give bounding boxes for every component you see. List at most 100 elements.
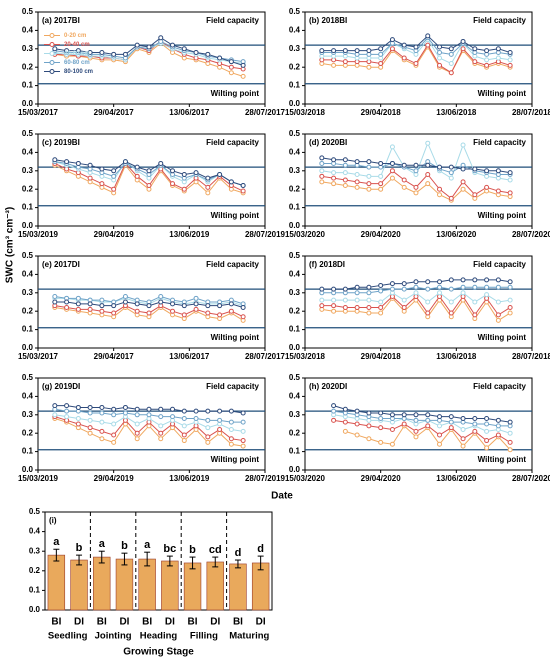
y-tick-label: 0.3 xyxy=(22,166,34,175)
data-point xyxy=(342,428,348,434)
y-tick-label: 0.1 xyxy=(289,203,301,212)
data-point xyxy=(170,168,176,174)
data-point xyxy=(472,299,478,305)
significance-letter: b xyxy=(189,544,196,556)
data-point xyxy=(99,49,105,55)
y-tick-label: 0.1 xyxy=(22,325,34,334)
data-point xyxy=(122,293,128,299)
x-tick-label: DI xyxy=(165,617,175,628)
x-axis-label: Growing Stage xyxy=(123,647,194,658)
y-tick-label: 0.3 xyxy=(289,44,301,53)
data-point xyxy=(437,441,443,447)
data-point xyxy=(437,49,443,55)
data-point xyxy=(205,51,211,57)
data-point xyxy=(495,168,501,174)
data-point xyxy=(354,408,360,414)
data-point xyxy=(484,445,490,451)
y-tick-label: 0.4 xyxy=(22,270,34,279)
reference-label: Wilting point xyxy=(478,89,527,98)
y-tick-label: 0.2 xyxy=(289,184,301,193)
data-point xyxy=(354,432,360,438)
data-point xyxy=(111,303,117,309)
series-line xyxy=(333,419,511,443)
significance-letter: d xyxy=(235,547,242,559)
data-point xyxy=(378,305,384,311)
data-point xyxy=(342,177,348,183)
reference-label: Field capacity xyxy=(206,16,259,25)
y-tick-label: 0.4 xyxy=(289,26,301,35)
data-point xyxy=(342,157,348,163)
y-tick-label: 0.4 xyxy=(22,392,34,401)
data-point xyxy=(448,419,454,425)
x-tick-label: 28/07/2020 xyxy=(512,230,550,239)
data-point xyxy=(205,434,211,440)
y-tick-label: 0.4 xyxy=(22,26,34,35)
data-point xyxy=(87,410,93,416)
data-point xyxy=(484,284,490,290)
legend-label: 20-40 cm xyxy=(64,42,90,48)
data-point xyxy=(52,403,58,409)
reference-label: Field capacity xyxy=(473,138,526,147)
data-point xyxy=(389,412,395,418)
data-point xyxy=(158,160,164,166)
x-tick-label: DI xyxy=(119,617,129,628)
plot-frame xyxy=(304,255,533,349)
data-point xyxy=(228,419,234,425)
reference-label: Wilting point xyxy=(211,333,260,342)
plot-frame xyxy=(304,377,533,471)
y-tick-label: 0.2 xyxy=(289,428,301,437)
data-point xyxy=(378,410,384,416)
data-point xyxy=(342,406,348,412)
data-point xyxy=(331,308,337,314)
data-point xyxy=(460,427,466,433)
x-tick-label: DI xyxy=(74,617,84,628)
y-tick-label: 0.5 xyxy=(22,373,34,382)
x-tick-label: BI xyxy=(233,617,243,628)
x-tick-label: 28/07/2018 xyxy=(512,108,550,117)
data-point xyxy=(99,436,105,442)
data-point xyxy=(158,406,164,412)
y-tick-label: 0.1 xyxy=(22,447,34,456)
data-point xyxy=(354,171,360,177)
y-tick-label: 0.5 xyxy=(22,251,34,260)
data-point xyxy=(401,286,407,292)
data-point xyxy=(460,436,466,442)
data-point xyxy=(87,404,93,410)
data-point xyxy=(378,173,384,179)
data-point xyxy=(401,297,407,303)
data-point xyxy=(181,415,187,421)
data-point xyxy=(99,166,105,172)
data-point xyxy=(134,301,140,307)
data-point xyxy=(170,42,176,48)
x-tick-label: BI xyxy=(97,617,107,628)
data-point xyxy=(217,417,223,423)
data-point xyxy=(425,42,431,48)
data-point xyxy=(319,48,325,54)
plot-frame xyxy=(44,511,273,611)
y-tick-label: 0.0 xyxy=(22,99,34,108)
x-tick-label: BI xyxy=(51,617,61,628)
data-point xyxy=(75,301,81,307)
data-point xyxy=(87,306,93,312)
data-point xyxy=(331,286,337,292)
panel-title: (h) 2020DI xyxy=(309,382,347,391)
data-point xyxy=(448,61,454,67)
data-point xyxy=(342,162,348,168)
data-point xyxy=(240,305,246,311)
data-point xyxy=(507,170,513,176)
y-tick-label: 0.1 xyxy=(22,81,34,90)
data-point xyxy=(134,173,140,179)
bar xyxy=(138,558,156,611)
data-point xyxy=(366,64,372,70)
data-point xyxy=(331,170,337,176)
legend-label: 80-100 cm xyxy=(64,69,93,75)
data-point xyxy=(413,162,419,168)
data-point xyxy=(342,48,348,54)
data-point xyxy=(437,55,443,61)
y-tick-label: 0.4 xyxy=(289,148,301,157)
plot-frame xyxy=(37,11,266,105)
data-point xyxy=(437,414,443,420)
data-point xyxy=(460,443,466,449)
data-point xyxy=(146,303,152,309)
data-point xyxy=(472,192,478,198)
